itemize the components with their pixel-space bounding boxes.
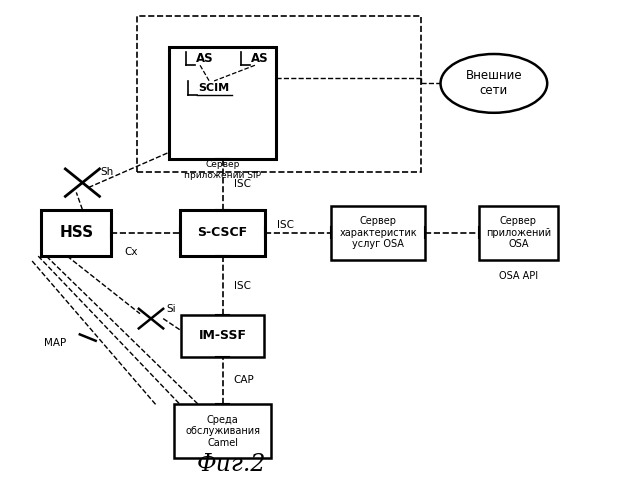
Text: HSS: HSS bbox=[59, 226, 93, 240]
Text: ISC: ISC bbox=[234, 180, 251, 190]
Bar bbox=[41, 210, 111, 256]
Text: Сервер
приложений SIP: Сервер приложений SIP bbox=[184, 160, 261, 180]
Bar bbox=[478, 206, 558, 260]
Text: AS: AS bbox=[251, 52, 269, 65]
Text: SCIM: SCIM bbox=[198, 83, 230, 93]
Text: CAP: CAP bbox=[234, 376, 254, 386]
Text: AS: AS bbox=[197, 52, 214, 65]
Text: IM-SSF: IM-SSF bbox=[198, 329, 246, 342]
Text: Cx: Cx bbox=[125, 246, 138, 256]
Text: Sh: Sh bbox=[101, 166, 114, 176]
Text: Сервер
характеристик
услуг OSA: Сервер характеристик услуг OSA bbox=[339, 216, 417, 250]
Text: OSA API: OSA API bbox=[499, 270, 538, 280]
Bar bbox=[182, 315, 264, 356]
Text: MAP: MAP bbox=[44, 338, 67, 348]
Text: Среда
обслуживания
Camel: Среда обслуживания Camel bbox=[185, 414, 260, 448]
Text: Внешние
сети: Внешние сети bbox=[465, 70, 522, 98]
Text: ISC: ISC bbox=[234, 280, 251, 290]
Bar bbox=[180, 210, 266, 256]
Bar bbox=[174, 404, 271, 458]
Text: Фиг.2: Фиг.2 bbox=[197, 454, 266, 476]
Text: Сервер
приложений
OSA: Сервер приложений OSA bbox=[486, 216, 551, 250]
Bar bbox=[169, 46, 276, 160]
Ellipse shape bbox=[440, 54, 547, 113]
Bar bbox=[137, 16, 420, 172]
Text: ISC: ISC bbox=[277, 220, 294, 230]
Bar bbox=[331, 206, 425, 260]
Text: S-CSCF: S-CSCF bbox=[198, 226, 248, 239]
Text: Si: Si bbox=[166, 304, 176, 314]
